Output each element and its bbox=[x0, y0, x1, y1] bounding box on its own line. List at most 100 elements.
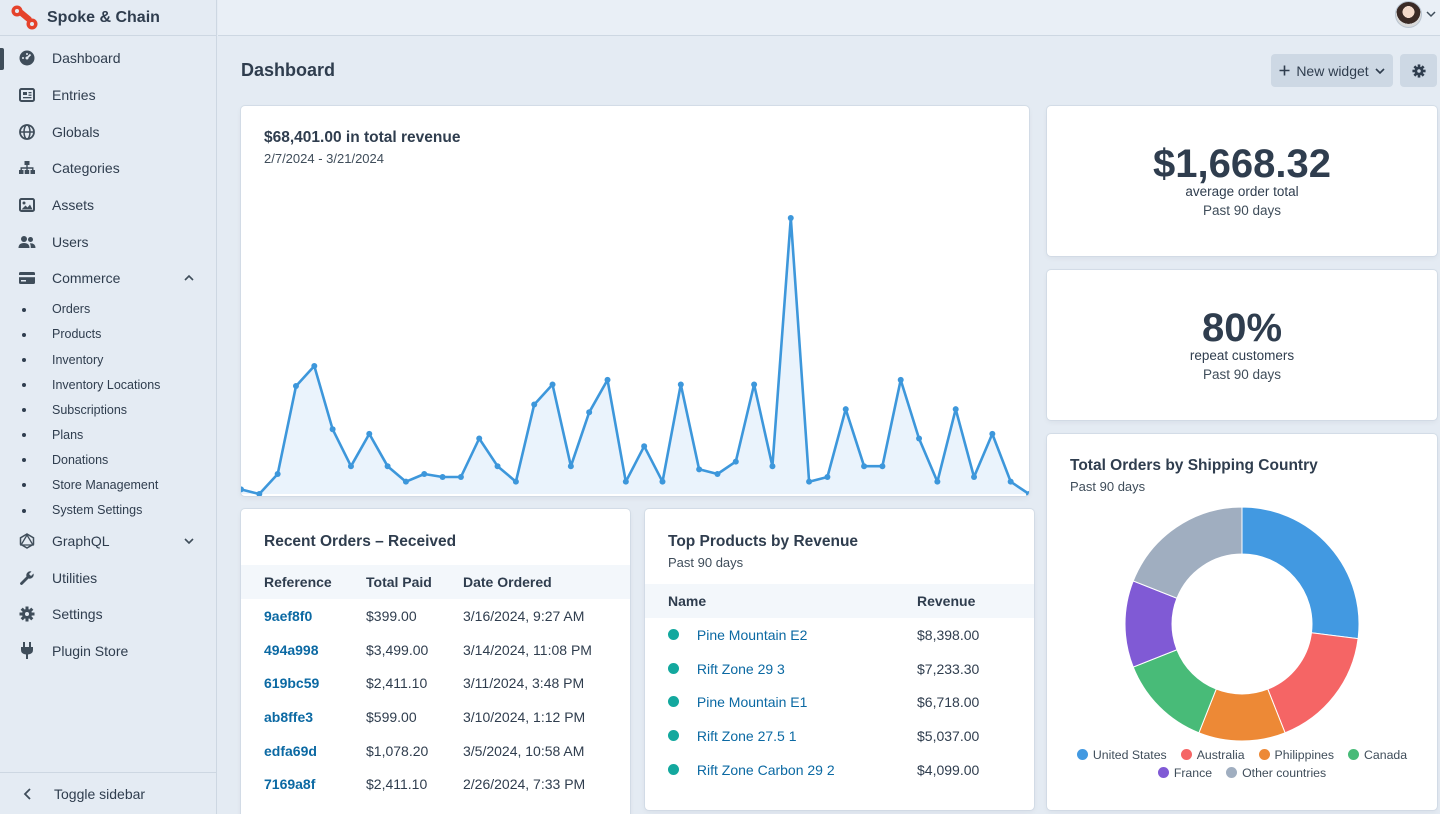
top-products-period: Past 90 days bbox=[668, 555, 744, 570]
revenue-point[interactable] bbox=[457, 474, 464, 481]
revenue-point[interactable] bbox=[769, 463, 776, 470]
dashboard-settings-button[interactable] bbox=[1400, 54, 1437, 87]
revenue-point[interactable] bbox=[494, 463, 501, 470]
product-link[interactable]: Pine Mountain E1 bbox=[696, 694, 808, 711]
product-link[interactable]: Rift Zone 29 3 bbox=[696, 660, 785, 677]
revenue-area bbox=[241, 218, 1029, 494]
nav-item-settings[interactable]: Settings bbox=[0, 596, 216, 633]
revenue-point[interactable] bbox=[292, 383, 299, 390]
nav-item-plugin-store[interactable]: Plugin Store bbox=[0, 633, 216, 670]
recent-orders-table: Reference Total Paid Date Ordered 9aef8f… bbox=[241, 565, 630, 801]
revenue-point[interactable] bbox=[512, 478, 519, 485]
revenue-point[interactable] bbox=[604, 376, 611, 383]
revenue-point[interactable] bbox=[439, 474, 446, 481]
nav-item-categories[interactable]: Categories bbox=[0, 150, 216, 187]
revenue-point[interactable] bbox=[842, 406, 849, 413]
nav-item-assets[interactable]: Assets bbox=[0, 187, 216, 224]
nav-item-users[interactable]: Users bbox=[0, 223, 216, 260]
revenue-point[interactable] bbox=[824, 474, 831, 481]
revenue-point[interactable] bbox=[476, 435, 483, 442]
donut-slice-other-countries[interactable] bbox=[1132, 506, 1243, 599]
brand[interactable]: Spoke & Chain bbox=[0, 0, 216, 36]
revenue-point[interactable] bbox=[861, 463, 868, 470]
sub-item-store-management[interactable]: Store Management bbox=[0, 472, 216, 497]
revenue-point[interactable] bbox=[879, 463, 886, 470]
revenue-point[interactable] bbox=[567, 463, 574, 470]
order-reference-link[interactable]: 619bc59 bbox=[264, 675, 320, 692]
revenue-point[interactable] bbox=[897, 376, 904, 383]
nav-item-entries[interactable]: Entries bbox=[0, 77, 216, 114]
order-reference-link[interactable]: ab8ffe3 bbox=[264, 708, 314, 725]
revenue-point[interactable] bbox=[971, 474, 978, 481]
revenue-point[interactable] bbox=[402, 478, 409, 485]
product-link[interactable]: Rift Zone 27.5 1 bbox=[696, 727, 797, 744]
donut-slice-united-states[interactable] bbox=[1241, 506, 1360, 640]
chevron-up-icon[interactable] bbox=[184, 273, 194, 283]
revenue-point[interactable] bbox=[659, 478, 666, 485]
sub-item-inventory[interactable]: Inventory bbox=[0, 347, 216, 372]
revenue-point[interactable] bbox=[241, 486, 244, 493]
legend-label: Philippines bbox=[1274, 748, 1335, 762]
revenue-point[interactable] bbox=[384, 463, 391, 470]
chevron-down-icon[interactable] bbox=[1426, 9, 1436, 19]
revenue-point[interactable] bbox=[989, 430, 996, 437]
revenue-point[interactable] bbox=[751, 381, 758, 388]
revenue-point[interactable] bbox=[641, 443, 648, 450]
revenue-point[interactable] bbox=[274, 470, 281, 477]
product-link[interactable]: Rift Zone Carbon 29 2 bbox=[696, 761, 835, 778]
sub-item-plans[interactable]: Plans bbox=[0, 422, 216, 447]
revenue-point[interactable] bbox=[714, 470, 721, 477]
legend-item[interactable]: Australia bbox=[1180, 748, 1245, 762]
revenue-point[interactable] bbox=[421, 470, 428, 477]
revenue-point[interactable] bbox=[531, 401, 538, 408]
order-reference-link[interactable]: 7169a8f bbox=[264, 776, 316, 793]
product-link[interactable]: Pine Mountain E2 bbox=[696, 626, 808, 643]
column-header: Name bbox=[668, 593, 707, 609]
revenue-point[interactable] bbox=[1026, 491, 1029, 496]
sub-item-subscriptions[interactable]: Subscriptions bbox=[0, 397, 216, 422]
revenue-point[interactable] bbox=[1007, 478, 1014, 485]
order-date: 3/11/2024, 3:48 PM bbox=[463, 675, 585, 692]
nav-item-globals[interactable]: Globals bbox=[0, 113, 216, 150]
revenue-point[interactable] bbox=[366, 430, 373, 437]
chevron-down-icon[interactable] bbox=[184, 536, 194, 546]
nav-item-utilities[interactable]: Utilities bbox=[0, 559, 216, 596]
revenue-point[interactable] bbox=[329, 426, 336, 433]
nav-item-graphql[interactable]: GraphQL bbox=[0, 523, 216, 560]
revenue-point[interactable] bbox=[549, 381, 556, 388]
revenue-point[interactable] bbox=[622, 478, 629, 485]
shipping-legend: United States Australia Philippines Canada F… bbox=[1047, 748, 1437, 780]
legend-item[interactable]: France bbox=[1157, 766, 1212, 780]
legend-item[interactable]: Other countries bbox=[1226, 766, 1326, 780]
revenue-point[interactable] bbox=[586, 409, 593, 416]
avatar[interactable] bbox=[1395, 1, 1422, 28]
revenue-point[interactable] bbox=[677, 381, 684, 388]
order-reference-link[interactable]: edfa69d bbox=[264, 742, 317, 759]
revenue-point[interactable] bbox=[806, 478, 813, 485]
sub-item-products[interactable]: Products bbox=[0, 322, 216, 347]
legend-item[interactable]: United States bbox=[1076, 748, 1167, 762]
revenue-point[interactable] bbox=[696, 466, 703, 473]
toggle-sidebar-button[interactable]: Toggle sidebar bbox=[0, 772, 217, 814]
new-widget-button[interactable]: New widget bbox=[1271, 54, 1393, 87]
revenue-point[interactable] bbox=[916, 435, 923, 442]
legend-item[interactable]: Philippines bbox=[1258, 748, 1335, 762]
legend-item[interactable]: Canada bbox=[1348, 748, 1407, 762]
revenue-point[interactable] bbox=[934, 478, 941, 485]
revenue-point[interactable] bbox=[256, 491, 263, 496]
nav-item-dashboard[interactable]: Dashboard bbox=[0, 40, 216, 77]
revenue-point[interactable] bbox=[952, 406, 959, 413]
revenue-point[interactable] bbox=[311, 363, 318, 370]
sub-item-donations[interactable]: Donations bbox=[0, 447, 216, 472]
revenue-point[interactable] bbox=[732, 458, 739, 465]
revenue-point[interactable] bbox=[787, 214, 794, 221]
donut-slice-australia[interactable] bbox=[1267, 632, 1359, 734]
sub-item-system-settings[interactable]: System Settings bbox=[0, 498, 216, 523]
nav-item-commerce[interactable]: Commerce bbox=[0, 260, 216, 297]
graphql-icon bbox=[18, 532, 36, 550]
revenue-point[interactable] bbox=[347, 463, 354, 470]
order-reference-link[interactable]: 494a998 bbox=[264, 641, 319, 658]
order-reference-link[interactable]: 9aef8f0 bbox=[264, 607, 313, 624]
sub-item-inventory-locations[interactable]: Inventory Locations bbox=[0, 372, 216, 397]
sub-item-orders[interactable]: Orders bbox=[0, 297, 216, 322]
